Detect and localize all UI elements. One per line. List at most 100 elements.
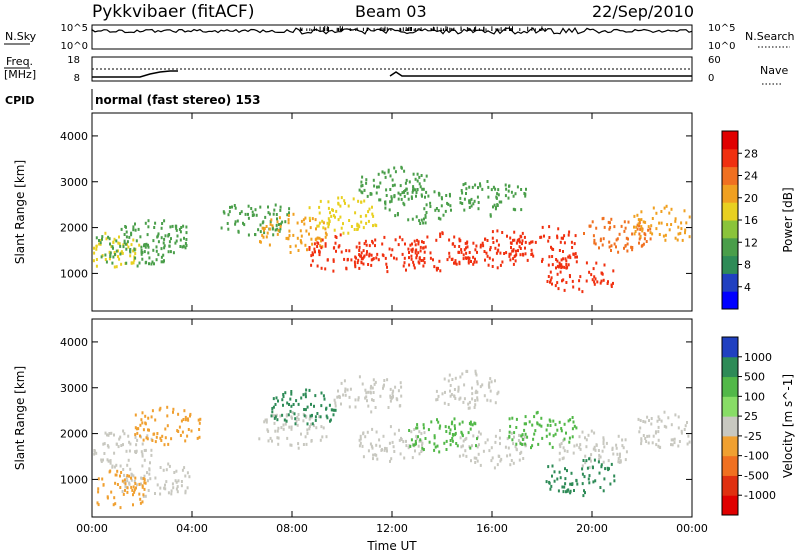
data-cell: [328, 219, 331, 223]
data-cell: [289, 251, 292, 254]
data-cell: [660, 210, 663, 213]
data-cell: [261, 221, 264, 225]
data-cell: [631, 248, 634, 252]
data-cell: [548, 432, 551, 436]
data-cell: [180, 480, 183, 483]
data-cell: [263, 420, 266, 424]
y-tick-label: 3000: [60, 176, 88, 189]
data-cell: [314, 250, 316, 254]
data-cell: [423, 257, 426, 260]
data-cell: [427, 194, 430, 198]
data-cell: [412, 443, 415, 447]
data-cell: [370, 263, 373, 267]
data-cell: [429, 205, 432, 208]
data-cell: [382, 384, 385, 388]
velocity-colorbar-label: Velocity [m s^-1]: [781, 374, 795, 478]
x-tick-label: 08:00: [276, 522, 308, 535]
data-cell: [287, 214, 290, 217]
data-cell: [411, 456, 414, 460]
data-cell: [683, 428, 686, 431]
data-cell: [600, 463, 603, 467]
data-cell: [418, 175, 421, 179]
data-cell: [160, 260, 163, 264]
y-tick-label: 4000: [60, 336, 88, 349]
data-cell: [523, 428, 526, 432]
data-cell: [449, 204, 452, 208]
data-cell: [354, 265, 357, 269]
data-cell: [586, 466, 589, 470]
data-cell: [437, 394, 440, 398]
data-cell: [417, 435, 419, 439]
data-cell: [157, 240, 160, 244]
data-cell: [590, 453, 593, 457]
data-cell: [406, 191, 409, 195]
data-cell: [479, 243, 482, 247]
data-cell: [625, 450, 628, 454]
data-cell: [568, 440, 571, 444]
data-cell: [513, 230, 516, 234]
data-cell: [468, 256, 471, 260]
data-cell: [144, 481, 147, 485]
data-cell: [509, 258, 512, 262]
data-cell: [639, 234, 642, 238]
data-cell: [412, 172, 415, 176]
data-cell: [511, 249, 514, 253]
data-cell: [680, 429, 683, 433]
data-cell: [504, 183, 507, 187]
data-cell: [368, 244, 371, 248]
data-cell: [620, 224, 623, 228]
data-cell: [458, 454, 461, 458]
data-cell: [354, 255, 357, 259]
data-cell: [627, 237, 629, 241]
data-cell: [428, 440, 431, 444]
data-cell: [396, 213, 399, 217]
data-cell: [162, 253, 165, 257]
data-cell: [519, 247, 522, 250]
data-cell: [489, 377, 492, 381]
data-cell: [348, 405, 351, 409]
data-cell: [506, 234, 508, 238]
data-cell: [417, 260, 420, 264]
freq-trace: [92, 70, 692, 78]
data-cell: [372, 224, 374, 228]
data-cell: [415, 194, 417, 198]
data-cell: [135, 486, 137, 490]
data-cell: [545, 428, 548, 432]
data-cell: [420, 432, 423, 436]
data-cell: [244, 212, 247, 216]
data-cell: [150, 453, 153, 457]
data-cell: [443, 441, 446, 445]
data-cell: [551, 255, 554, 258]
data-cell: [151, 409, 154, 413]
data-cell: [147, 225, 150, 229]
data-cell: [268, 227, 271, 231]
colorbar-tick-label: 500: [744, 371, 765, 384]
noise-right-tick-bottom: 10^0: [708, 41, 735, 52]
data-cell: [391, 184, 394, 188]
data-cell: [670, 223, 673, 226]
data-cell: [127, 434, 130, 438]
data-cell: [278, 229, 281, 233]
data-cell: [498, 200, 501, 204]
data-cell: [148, 428, 150, 432]
data-cell: [453, 394, 456, 398]
data-cell: [324, 242, 327, 246]
data-cell: [464, 182, 467, 186]
cpid-value: normal (fast stereo) 153: [95, 93, 261, 107]
data-cell: [484, 237, 487, 241]
data-cell: [391, 178, 394, 182]
data-cell: [279, 227, 282, 231]
colorbar-tick-label: 20: [744, 192, 758, 205]
data-cell: [318, 415, 321, 419]
data-cell: [174, 241, 177, 245]
data-cell: [297, 413, 300, 416]
data-cell: [407, 197, 410, 201]
data-cell: [421, 448, 424, 452]
data-cell: [638, 237, 641, 241]
data-cell: [183, 466, 186, 470]
data-cell: [523, 235, 526, 239]
data-cell: [259, 223, 262, 227]
data-cell: [339, 204, 342, 208]
data-cell: [183, 236, 185, 240]
